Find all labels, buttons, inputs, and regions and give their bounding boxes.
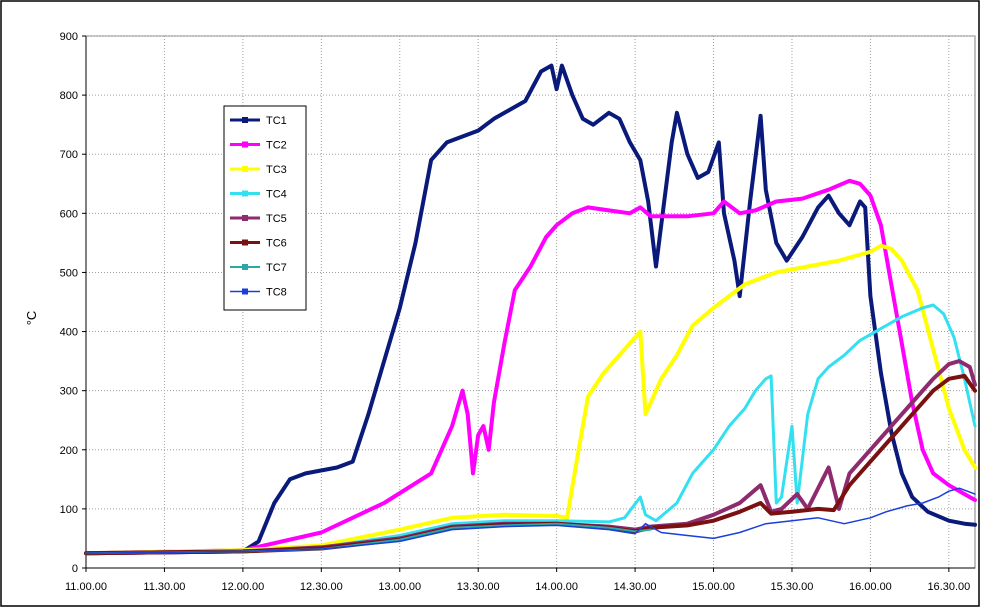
y-tick-label: 900: [60, 31, 78, 43]
y-tick-label: 700: [60, 149, 78, 161]
x-tick-label: 15.30.00: [771, 581, 814, 593]
legend-item-tc6[interactable]: TC6: [230, 238, 287, 250]
legend-label: TC6: [266, 238, 287, 250]
series-tc2: [84, 178, 977, 556]
series-line-tc4: [84, 303, 977, 555]
series-line-tc8: [85, 487, 976, 554]
legend-label: TC7: [266, 262, 287, 274]
x-tick-label: 16.30.00: [927, 581, 970, 593]
legend-marker: [242, 264, 248, 270]
x-tick-label: 14.30.00: [614, 581, 657, 593]
legend-item-tc1[interactable]: TC1: [230, 115, 287, 127]
legend-item-tc2[interactable]: TC2: [230, 140, 287, 152]
series-line-tc2: [84, 178, 977, 556]
legend-item-tc5[interactable]: TC5: [230, 213, 287, 225]
series-line-tc1: [84, 63, 977, 556]
x-tick-label: 14.00.00: [535, 581, 578, 593]
y-tick-label: 300: [60, 386, 78, 398]
legend-label: TC4: [266, 189, 287, 201]
legend-marker: [242, 190, 248, 197]
x-tick-label: 16.00.00: [849, 581, 892, 593]
legend-marker: [242, 239, 248, 246]
y-tick-label: 100: [60, 504, 78, 516]
y-tick-label: 500: [60, 267, 78, 279]
legend-marker: [242, 166, 248, 172]
legend-marker: [242, 288, 248, 295]
plot-area: [85, 35, 976, 569]
axes: 0 100 200 300 400 500 600 700 800 900 11.00.00 11.3…: [60, 31, 975, 593]
x-tick-label: 12.30.00: [300, 581, 343, 593]
series-line-tc3: [84, 243, 977, 556]
legend-item-tc4[interactable]: TC4: [230, 189, 287, 201]
x-tick-label: 11.00.00: [65, 581, 107, 593]
x-tick-label: 12.00.00: [221, 581, 264, 593]
series-tc8: [85, 487, 976, 554]
series-tc4: [84, 303, 977, 555]
legend-item-tc7[interactable]: TC7: [230, 262, 287, 274]
y-tick-label: 400: [60, 327, 78, 339]
x-tick-label: 13.00.00: [378, 581, 421, 593]
legend-marker: [242, 117, 248, 123]
x-tick-label: 13.30.00: [457, 581, 500, 593]
grid: [85, 35, 976, 569]
y-tick-label: 0: [72, 563, 78, 575]
legend-label: TC3: [266, 164, 287, 176]
series-tc3: [84, 243, 977, 556]
legend-item-tc3[interactable]: TC3: [230, 164, 287, 176]
legend-marker: [242, 215, 248, 221]
legend-label: TC5: [266, 213, 287, 225]
series-lines: [84, 63, 977, 556]
y-axis-label: °C: [24, 311, 39, 326]
y-tick-label: 600: [60, 208, 78, 220]
y-tick-label: 800: [60, 90, 78, 102]
legend[interactable]: TC1 TC2 TC3 TC4 TC5 TC6 TC7 TC8: [223, 105, 307, 311]
legend-label: TC8: [266, 287, 287, 299]
x-tick-label: 11.30.00: [143, 581, 185, 593]
x-tick-label: 15.00.00: [692, 581, 735, 593]
legend-label: TC1: [266, 115, 287, 127]
legend-label: TC2: [266, 140, 287, 152]
y-tick-label: 200: [60, 445, 78, 457]
legend-box: [223, 105, 307, 311]
legend-marker: [242, 141, 248, 148]
legend-item-tc8[interactable]: TC8: [230, 287, 287, 299]
series-tc1: [84, 63, 977, 556]
